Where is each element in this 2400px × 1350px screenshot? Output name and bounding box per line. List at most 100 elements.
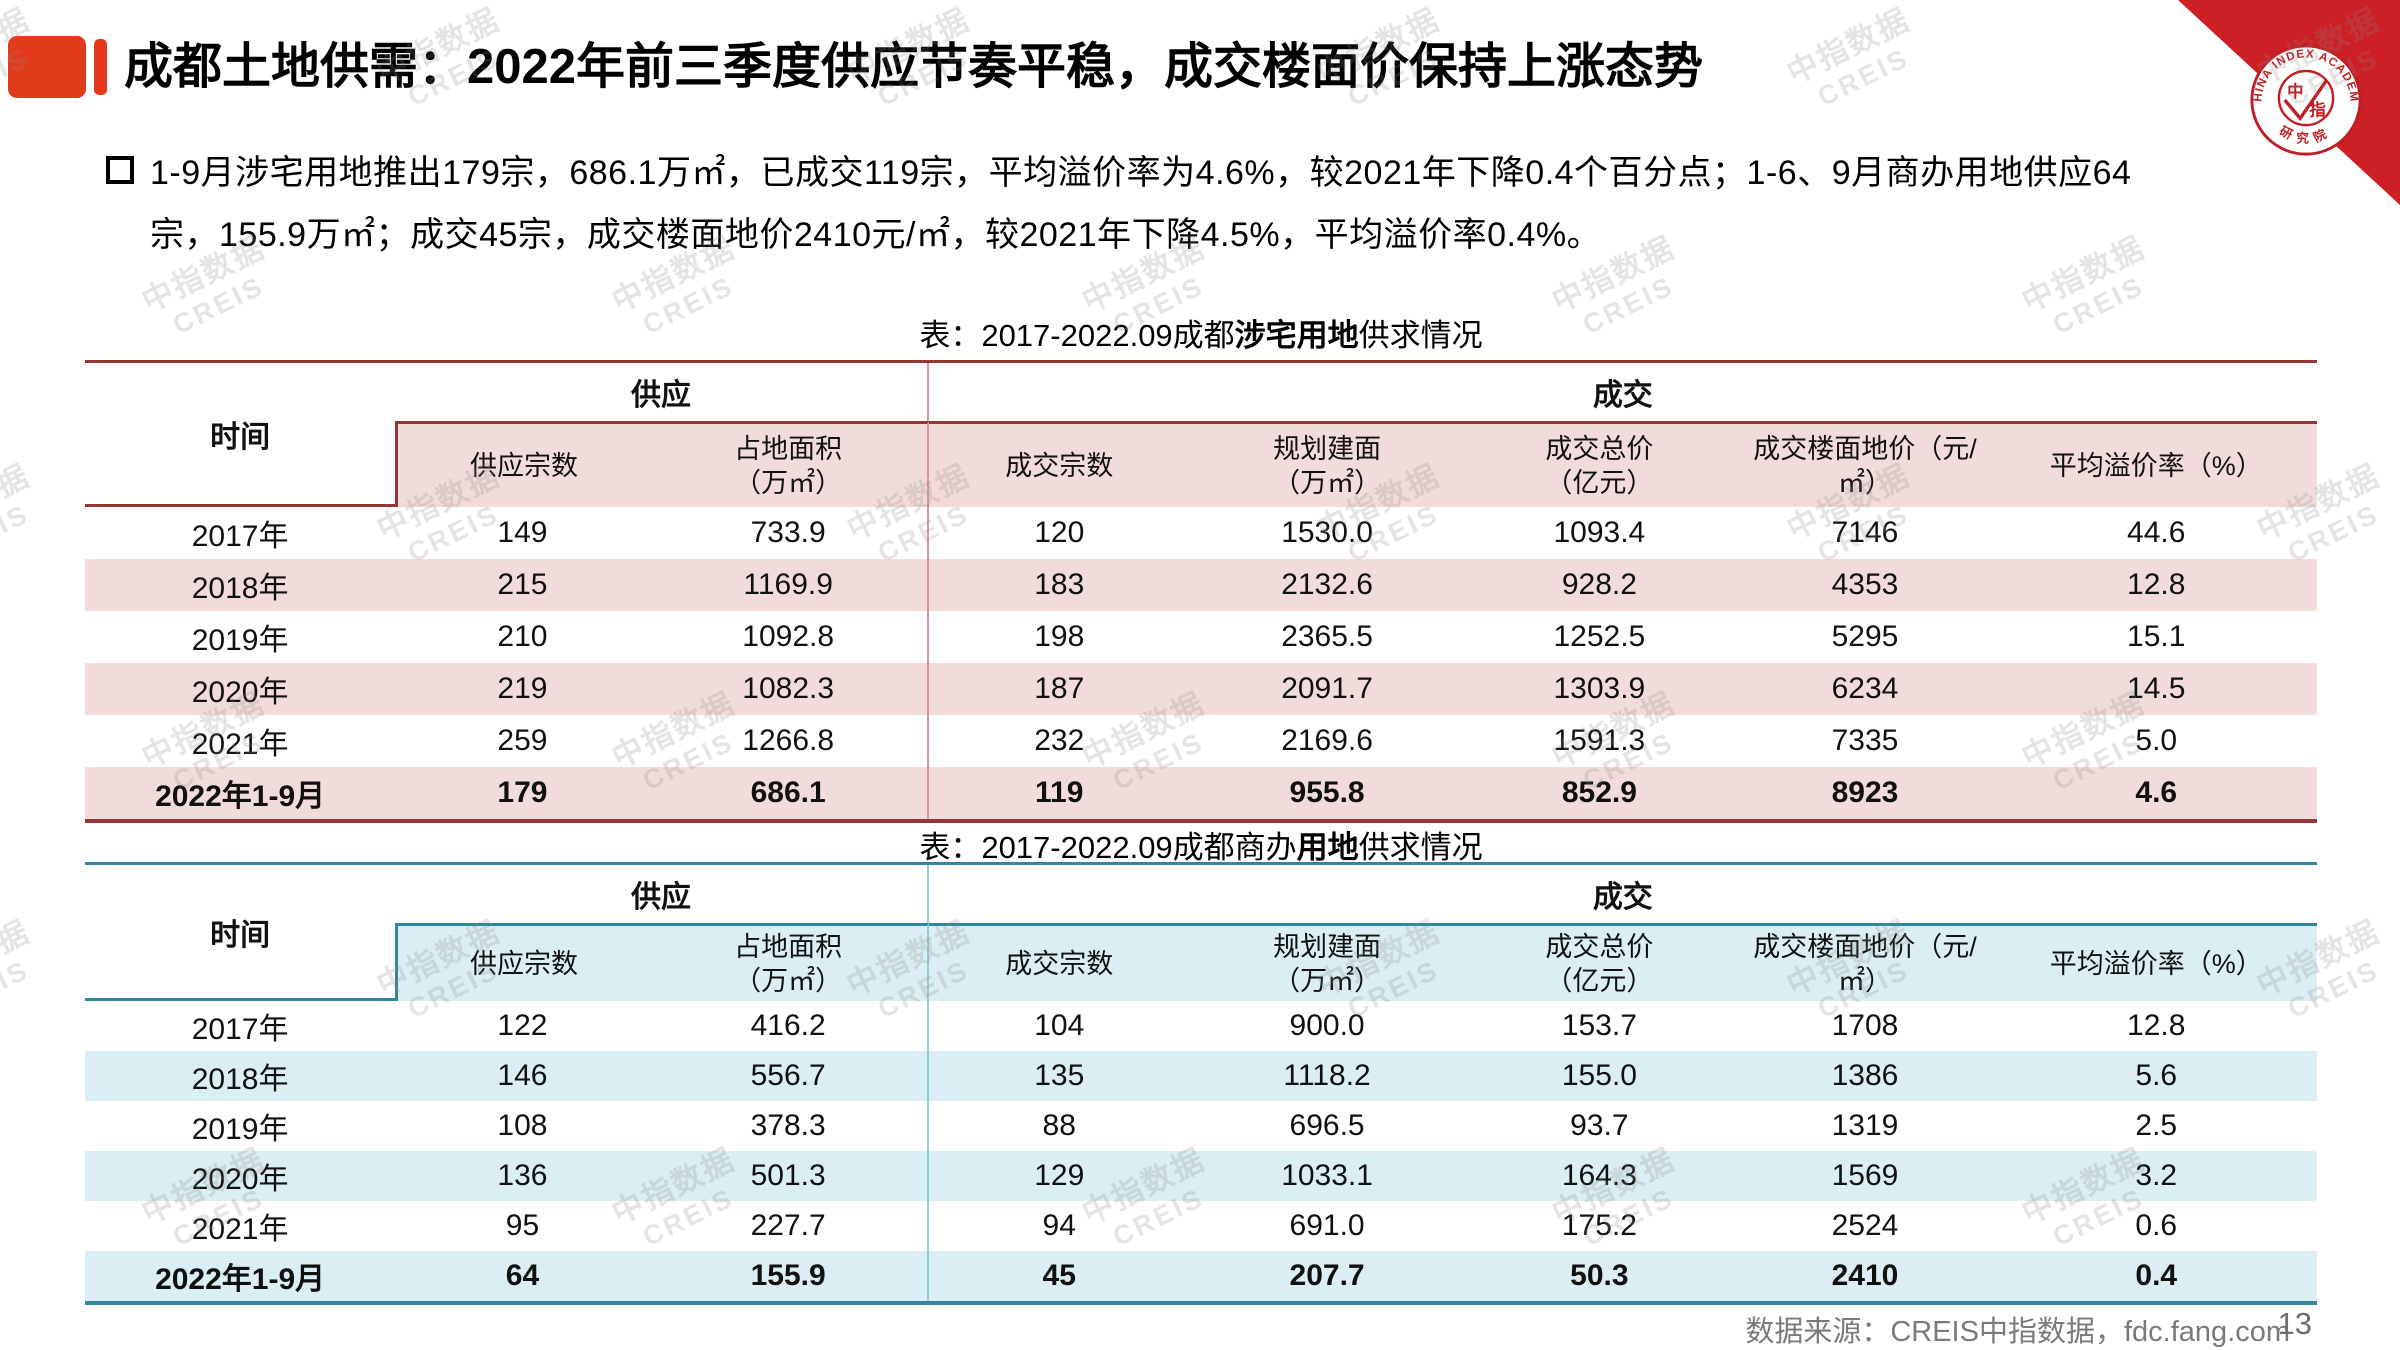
table-title-bold: 用地: [1296, 830, 1359, 865]
table-cell: 155.9: [649, 1251, 929, 1301]
column-header: 平均溢价率（%）: [1995, 923, 2317, 1001]
table-cell: 50.3: [1464, 1251, 1735, 1301]
column-header: 成交宗数: [928, 923, 1190, 1001]
table-cell: 7335: [1831, 724, 1899, 757]
table-cell: 1319: [1831, 1109, 1899, 1142]
table-cell: 1266.8: [650, 715, 929, 767]
table-cell: 8923: [1734, 767, 1996, 819]
bullet-marker: [106, 156, 134, 184]
transaction-group-header: 成交: [1592, 379, 1653, 412]
table-cell: 556.7: [649, 1051, 929, 1101]
table-title-text: 表：2017-2022.09成都商办: [919, 830, 1297, 865]
table-cell: 232: [1034, 724, 1085, 757]
column-header: 占地面积 （万㎡）: [649, 923, 929, 1001]
table-cell: 1569: [1734, 1151, 1996, 1201]
column-header: 成交楼面地价（元/ ㎡）: [1734, 421, 1996, 507]
column-header: 规划建面 （万㎡）: [1189, 421, 1465, 507]
table-cell: 2169.6: [1281, 724, 1373, 757]
table-cell: 14.5: [1995, 663, 2317, 715]
table-cell: 7146: [1831, 516, 1899, 549]
china-index-academy-seal-icon: CHINA INDEX ACADEMY 研究院 中 指: [2248, 42, 2362, 156]
table-cell: 378.3: [650, 1101, 929, 1151]
table-cell: 219: [395, 663, 650, 715]
table-cell: 104: [1034, 1009, 1085, 1042]
table-cell: 5.0: [2135, 724, 2178, 757]
table-cell: 149: [497, 516, 548, 549]
table-cell: 1303.9: [1464, 663, 1735, 715]
table-cell: 135: [928, 1051, 1190, 1101]
column-header: 占地面积 （万㎡）: [649, 421, 929, 507]
table-cell: 696.5: [1289, 1109, 1365, 1142]
column-header: 供应宗数: [395, 923, 650, 1001]
table-cell: 0.4: [1995, 1251, 2317, 1301]
table-cell: 1252.5: [1553, 620, 1646, 653]
row-year-label: 2020年: [85, 1151, 396, 1201]
commercial-land-table: 时间 供应 成交 供应宗数 占地面积 （万㎡） 成交宗数 规划建面 （万㎡） 成交总价 （亿元…: [85, 862, 2317, 1305]
page-title: 成都土地供需：2022年前三季度供应节奏平稳，成交楼面价保持上涨态势: [124, 40, 1704, 94]
table-cell: 1169.9: [649, 559, 929, 611]
row-year-label: 2018年: [85, 559, 396, 611]
table-cell: 2.5: [2135, 1109, 2178, 1142]
table-cell: 1093.4: [1553, 516, 1646, 549]
column-header: 平均溢价率（%）: [1995, 421, 2317, 507]
table-cell: 1118.2: [1189, 1051, 1465, 1101]
table-cell: 198: [1034, 620, 1085, 653]
page-number: 13: [2277, 1306, 2312, 1341]
title-accent-block: [8, 36, 86, 98]
table-cell: 1591.3: [1553, 724, 1646, 757]
table-title-bold: 涉宅用地: [1234, 318, 1359, 353]
table-cell: 93.7: [1570, 1109, 1629, 1142]
title-accent-bar: [94, 39, 107, 95]
table-cell: 2524: [1831, 1209, 1899, 1242]
table-cell: 215: [395, 559, 650, 611]
table-cell: 187: [928, 663, 1190, 715]
column-header: 成交总价 （亿元）: [1464, 923, 1735, 1001]
row-year-label: 2017年: [191, 520, 289, 553]
table-title-text: 供求情况: [1358, 318, 1483, 353]
table-cell: 416.2: [650, 1001, 929, 1051]
table-cell: 5.6: [1995, 1051, 2317, 1101]
row-year-label: 2020年: [85, 663, 396, 715]
table-cell: 122: [497, 1009, 548, 1042]
column-header: 成交楼面地价（元/ ㎡）: [1734, 923, 1996, 1001]
summary-line-1: 1-9月涉宅用地推出179宗，686.1万㎡，已成交119宗，平均溢价率为4.6…: [150, 154, 2132, 192]
column-header: 规划建面 （万㎡）: [1189, 923, 1465, 1001]
table-cell: 1092.8: [650, 611, 929, 663]
table-cell: 1386: [1734, 1051, 1996, 1101]
table-cell: 179: [395, 767, 650, 819]
table-cell: 88: [1042, 1109, 1076, 1142]
table-cell: 108: [497, 1109, 548, 1142]
table-cell: 501.3: [649, 1151, 929, 1201]
table-cell: 6234: [1734, 663, 1996, 715]
table-cell: 1033.1: [1189, 1151, 1465, 1201]
table-cell: 1082.3: [649, 663, 929, 715]
table-cell: 2091.7: [1189, 663, 1465, 715]
supply-group-header: 供应: [395, 865, 929, 923]
table-cell: 210: [497, 620, 548, 653]
table-cell: 146: [395, 1051, 650, 1101]
table-cell: 44.6: [2127, 516, 2186, 549]
table-cell: 15.1: [2127, 620, 2186, 653]
table-cell: 2365.5: [1281, 620, 1373, 653]
table-title-text: 供求情况: [1358, 830, 1483, 865]
row-year-label: 2019年: [191, 1113, 289, 1146]
row-year-label: 2022年1-9月: [85, 767, 396, 819]
row-year-label: 2018年: [85, 1051, 396, 1101]
table-cell: 3.2: [1995, 1151, 2317, 1201]
table-cell: 0.6: [2135, 1209, 2178, 1242]
table-cell: 259: [497, 724, 548, 757]
table-cell: 686.1: [649, 767, 929, 819]
table-cell: 4.6: [1995, 767, 2317, 819]
table-cell: 2132.6: [1189, 559, 1465, 611]
table-cell: 12.8: [1995, 559, 2317, 611]
column-header: 供应宗数: [395, 421, 650, 507]
table-cell: 4353: [1734, 559, 1996, 611]
table-cell: 183: [928, 559, 1190, 611]
table-cell: 1708: [1831, 1009, 1899, 1042]
row-year-label: 2017年: [191, 1013, 289, 1046]
table-cell: 155.0: [1464, 1051, 1735, 1101]
table-cell: 120: [1034, 516, 1085, 549]
